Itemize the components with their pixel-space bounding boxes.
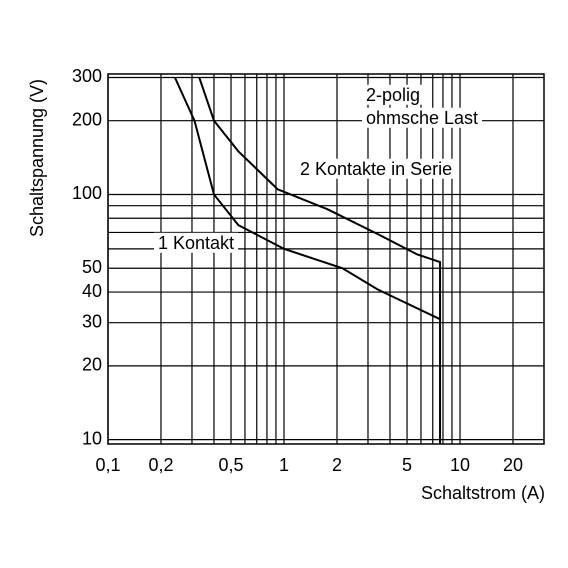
x-tick-label: 0,5 xyxy=(219,455,244,475)
series-label: 2 Kontakte in Serie xyxy=(300,159,452,179)
label-background xyxy=(362,107,483,128)
annotation: ohmsche Last xyxy=(366,108,478,128)
x-axis-label: Schaltstrom (A) xyxy=(421,483,545,503)
y-tick-label: 300 xyxy=(72,66,102,86)
y-axis-label: Schaltspannung (V) xyxy=(27,79,47,237)
x-tick-label: 5 xyxy=(402,455,412,475)
line xyxy=(174,77,441,321)
x-tick-label: 1 xyxy=(279,455,289,475)
label-background xyxy=(154,232,239,253)
x-tick-label: 10 xyxy=(450,455,470,475)
y-tick-label: 10 xyxy=(82,428,102,448)
x-tick-label: 0,1 xyxy=(95,455,120,475)
series-label: 1 Kontakt xyxy=(158,233,234,253)
plot-frame xyxy=(107,73,545,445)
y-tick-label: 30 xyxy=(82,311,102,331)
y-tick-label: 200 xyxy=(72,109,102,129)
line xyxy=(198,77,442,444)
label-background xyxy=(296,158,457,179)
x-tick-label: 20 xyxy=(503,455,523,475)
x-tick-label: 0,2 xyxy=(148,455,173,475)
y-tick-label: 20 xyxy=(82,355,102,375)
annotation: 2-polig xyxy=(366,85,420,105)
y-tick-label: 50 xyxy=(82,257,102,277)
label-background xyxy=(362,84,425,105)
y-tick-label: 40 xyxy=(82,281,102,301)
y-tick-label: 100 xyxy=(72,183,102,203)
x-tick-label: 2 xyxy=(332,455,342,475)
